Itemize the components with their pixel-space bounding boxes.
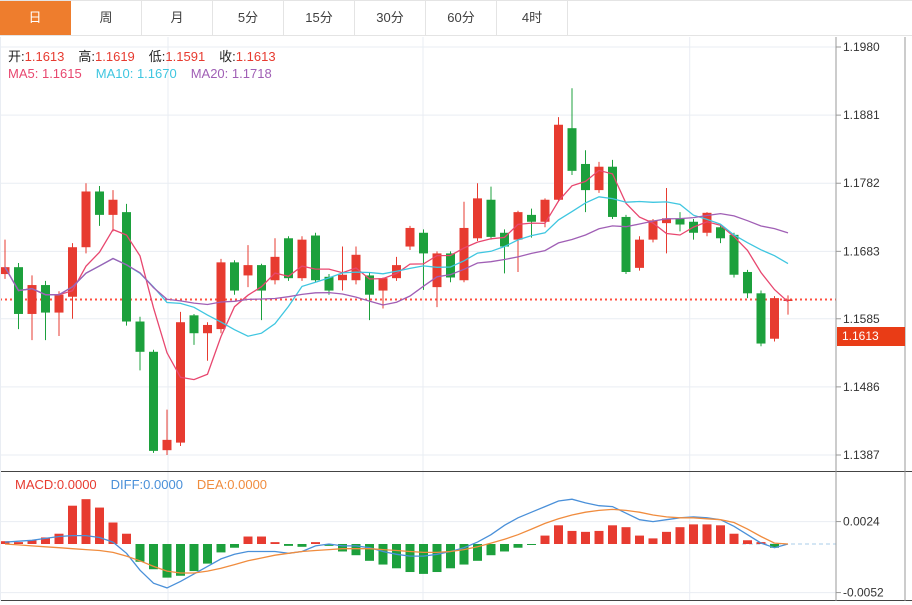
macd-histogram [0, 499, 779, 578]
main-grid: 1.1980 1.1881 1.1782 1.1683 1.1585 1.1486 1.13… [0, 37, 880, 471]
timeframe-tabbar: 日周月 5分 15分 30分 60分 4时 [0, 0, 912, 36]
tab-week[interactable]: 周 [71, 1, 142, 35]
svg-text:1.1486: 1.1486 [843, 380, 880, 394]
svg-text:0.0024: 0.0024 [843, 515, 880, 529]
svg-text:1.1683: 1.1683 [843, 244, 880, 258]
tab-4hour[interactable]: 4时 [497, 1, 568, 35]
svg-text:1.1881: 1.1881 [843, 108, 880, 122]
svg-text:1.1782: 1.1782 [843, 176, 880, 190]
diff-line [4, 498, 789, 589]
svg-text:1.1387: 1.1387 [843, 448, 880, 462]
candlestick-chart-canvas[interactable]: 1.1980 1.1881 1.1782 1.1683 1.1585 1.1486 1.13… [0, 37, 912, 471]
macd-grid: 0.0024 -0.0052 [0, 471, 884, 601]
dea-line [4, 508, 789, 574]
tab-30min[interactable]: 30分 [355, 1, 426, 35]
ma20-line [4, 212, 789, 306]
tab-5min[interactable]: 5分 [213, 1, 284, 35]
candles [0, 88, 793, 455]
svg-text:-0.0052: -0.0052 [843, 586, 884, 600]
tab-day[interactable]: 日 [0, 1, 71, 35]
ma5-line [4, 169, 789, 381]
tab-month[interactable]: 月 [142, 1, 213, 35]
macd-panel: 0.0024 -0.0052 MACD:0.0000 DIFF:0.0000 DEA:… [0, 471, 912, 601]
main-chart-panel: 1.1980 1.1881 1.1782 1.1683 1.1585 1.1486 1.13… [0, 37, 912, 471]
svg-text:1.1585: 1.1585 [843, 312, 880, 326]
current-price-tag: 1.1613 [837, 327, 905, 346]
svg-text:1.1980: 1.1980 [843, 40, 880, 54]
tab-15min[interactable]: 15分 [284, 1, 355, 35]
tab-60min[interactable]: 60分 [426, 1, 497, 35]
macd-chart-canvas[interactable]: 0.0024 -0.0052 [0, 471, 912, 601]
